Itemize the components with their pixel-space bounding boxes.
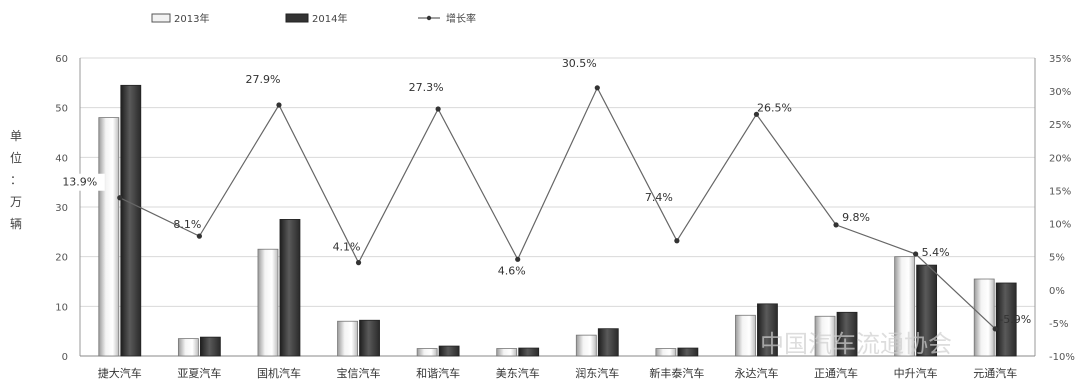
y2-tick-label: 20%	[1049, 153, 1071, 164]
growth-rate-label: 4.6%	[498, 264, 526, 277]
bar-2013	[98, 117, 120, 357]
bar-2014	[359, 319, 380, 357]
bar-2013	[416, 348, 438, 357]
x-tick-label: 永达汽车	[734, 366, 778, 380]
x-tick-label: 美东汽车	[496, 366, 540, 380]
bar-2014	[438, 345, 460, 357]
y2-tick-label: -5%	[1049, 319, 1068, 330]
bar-2014	[597, 328, 619, 357]
growth-rate-point	[117, 195, 123, 201]
y-axis-label-char: ：	[10, 173, 22, 187]
y-tick-label: 20	[55, 253, 68, 264]
bar-2014	[279, 219, 301, 357]
x-tick-label: 捷大汽车	[98, 366, 142, 380]
y2-tick-label: 25%	[1049, 120, 1071, 131]
growth-rate-point	[913, 251, 919, 257]
growth-rate-point	[594, 85, 600, 91]
bar-2014	[757, 303, 778, 357]
x-tick-label: 国机汽车	[257, 366, 301, 380]
growth-rate-point	[355, 260, 362, 266]
growth-rate-label: 27.3%	[409, 81, 444, 94]
y2-tick-label: 10%	[1049, 220, 1071, 231]
legend-label-2013: 2013年	[174, 12, 209, 25]
y-tick-label: 10	[55, 302, 68, 313]
bar-2014	[836, 311, 858, 357]
watermark: 中国汽车流通协会	[760, 330, 952, 358]
y-axis-label-char: 辆	[10, 217, 22, 231]
y-tick-label: 30	[55, 203, 68, 214]
legend-swatch-growth-dot	[426, 15, 432, 21]
y-tick-label: 50	[55, 104, 68, 115]
growth-rate-point	[515, 256, 521, 262]
growth-rate-label: -5.9%	[999, 313, 1031, 326]
x-tick-label: 亚夏汽车	[177, 366, 221, 380]
x-tick-label: 宝信汽车	[337, 366, 381, 380]
y2-tick-label: -10%	[1049, 352, 1075, 363]
x-tick-label: 正通汽车	[814, 366, 858, 380]
x-tick-label: 润东汽车	[575, 366, 619, 380]
growth-rate-point	[276, 102, 282, 108]
bar-2014	[120, 84, 142, 357]
bar-2013	[973, 278, 995, 357]
growth-rate-label: 9.8%	[842, 211, 870, 224]
legend-swatch-2013	[151, 13, 171, 23]
data-label-bg	[52, 173, 105, 191]
x-tick-label: 元通汽车	[973, 366, 1017, 380]
bar-2014	[518, 347, 540, 357]
growth-rate-point	[674, 238, 680, 244]
bar-2013	[735, 314, 756, 357]
y2-tick-label: 5%	[1049, 253, 1065, 264]
growth-rate-point	[753, 111, 760, 117]
bar-2014	[199, 336, 221, 357]
growth-rate-label: 13.9%	[62, 176, 97, 189]
growth-rate-point	[833, 222, 839, 228]
growth-rate-label: 5.4%	[922, 246, 950, 259]
bar-2013	[894, 256, 916, 357]
x-tick-label: 新丰泰汽车	[649, 366, 704, 380]
y2-tick-label: 0%	[1049, 286, 1065, 297]
growth-rate-line	[119, 86, 996, 330]
bar-2013	[814, 315, 836, 357]
growth-rate-label: 7.4%	[645, 191, 673, 204]
y-axis-label-char: 位	[10, 150, 22, 165]
growth-rate-point	[435, 106, 441, 112]
bar-2013	[575, 334, 597, 357]
y-axis-label-char: 万	[10, 195, 22, 209]
y2-tick-label: 30%	[1049, 87, 1071, 98]
growth-rate-label: 27.9%	[245, 73, 280, 86]
growth-rate-point	[992, 326, 998, 332]
growth-rate-label: 26.5%	[757, 101, 792, 114]
legend-label-growth: 增长率	[446, 12, 476, 25]
bar-2013	[177, 338, 199, 357]
growth-rate-label: 8.1%	[173, 218, 201, 231]
growth-rate-label: 4.1%	[333, 241, 361, 254]
growth-rate-label: 30.5%	[562, 57, 597, 70]
y-tick-label: 0	[62, 352, 68, 363]
y-tick-label: 40	[55, 153, 68, 164]
bar-2013	[257, 248, 279, 357]
y2-tick-label: 35%	[1049, 54, 1071, 65]
y2-tick-label: 15%	[1049, 186, 1071, 197]
y-axis-label-char: 单	[10, 129, 22, 143]
legend-label-2014: 2014年	[312, 12, 347, 25]
legend-swatch-2014	[285, 13, 309, 23]
x-tick-label: 中升汽车	[894, 366, 938, 380]
growth-rate-point	[196, 233, 202, 239]
bar-2013	[337, 320, 358, 357]
x-tick-label: 和谐汽车	[416, 366, 460, 380]
y-tick-label: 60	[55, 54, 68, 65]
bar-2014	[995, 282, 1017, 357]
bar-2014	[677, 347, 699, 357]
bar-2013	[655, 348, 677, 357]
bar-2013	[496, 348, 518, 357]
